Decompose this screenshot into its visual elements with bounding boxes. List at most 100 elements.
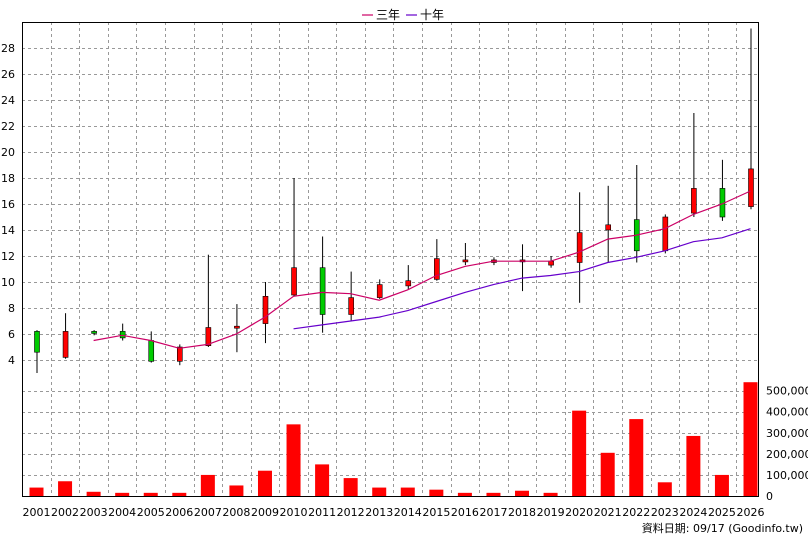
- x-tick-label: 2006: [165, 506, 193, 519]
- x-tick-label: 2017: [479, 506, 507, 519]
- price-tick-label: 6: [8, 328, 15, 341]
- volume-tick-label: 100,000: [766, 469, 808, 482]
- candle-body: [119, 331, 126, 339]
- x-tick-label: 2020: [565, 506, 593, 519]
- volume-bar: [172, 492, 187, 496]
- volume-bar: [257, 470, 272, 496]
- x-tick-label: 2008: [222, 506, 250, 519]
- x-tick-label: 2025: [708, 506, 736, 519]
- ma3-line: [93, 190, 751, 349]
- price-axis: 4 6 8 10 12 14 16 18 20 22 24 26 28: [1, 42, 15, 367]
- x-tick-label: 2014: [394, 506, 422, 519]
- x-tick-label: 2018: [508, 506, 536, 519]
- candle-body: [205, 327, 212, 347]
- volume-bar: [486, 492, 501, 496]
- volume-tick-label: 300,000: [766, 427, 808, 440]
- price-tick-label: 4: [8, 354, 15, 367]
- candle-body: [462, 259, 469, 263]
- volume-bar: [743, 382, 758, 496]
- moving-averages: [93, 190, 751, 349]
- x-tick-label: 2024: [679, 506, 707, 519]
- price-tick-label: 20: [1, 146, 15, 159]
- volume-bar: [286, 424, 301, 496]
- candle-body: [348, 297, 354, 315]
- x-tick-label: 2019: [537, 506, 565, 519]
- price-tick-label: 18: [1, 172, 15, 185]
- volume-bar: [629, 419, 644, 496]
- candle-body: [234, 325, 240, 329]
- x-axis: 2001 2002 2003 2004 2005 2006 2007 2008 2009 2010…: [23, 506, 765, 519]
- price-tick-label: 8: [8, 302, 15, 315]
- candle-body: [34, 331, 40, 353]
- legend: 三年 十年: [362, 8, 444, 22]
- candle-body: [319, 267, 326, 315]
- x-tick-label: 2023: [651, 506, 679, 519]
- candle-body: [148, 340, 155, 362]
- x-tick-label: 2002: [51, 506, 79, 519]
- x-tick-label: 2005: [137, 506, 165, 519]
- x-tick-label: 2007: [194, 506, 222, 519]
- x-tick-label: 2016: [451, 506, 479, 519]
- volume-bar: [372, 487, 387, 496]
- volume-bar: [686, 435, 701, 496]
- price-tick-label: 24: [1, 94, 15, 107]
- volume-bar: [515, 490, 530, 496]
- volume-bar: [429, 489, 444, 496]
- volume-bar: [86, 491, 101, 496]
- plot-frame: [22, 22, 759, 497]
- candle-body: [434, 258, 440, 280]
- x-tick-label: 2021: [594, 506, 622, 519]
- volume-axis: 0 100,000 200,000 300,000 400,000 500,000: [766, 385, 808, 503]
- candle-body: [691, 188, 697, 214]
- x-tick-label: 2001: [23, 506, 51, 519]
- ma10-line: [293, 228, 751, 330]
- volume-bar: [543, 492, 558, 496]
- candle-body: [177, 346, 183, 362]
- volume-tick-label: 400,000: [766, 406, 808, 419]
- price-tick-label: 16: [1, 198, 15, 211]
- volume-bar: [343, 478, 358, 496]
- x-tick-label: 2013: [365, 506, 393, 519]
- volume-bar: [200, 474, 215, 496]
- candle-body: [605, 224, 612, 231]
- candle-body: [576, 232, 583, 263]
- x-tick-label: 2004: [108, 506, 136, 519]
- volume-bar: [572, 410, 587, 496]
- candle-body: [662, 216, 669, 252]
- candle-body: [91, 331, 97, 334]
- x-tick-label: 2003: [80, 506, 108, 519]
- volume-bar: [657, 482, 672, 496]
- volume-tick-label: 500,000: [766, 385, 808, 398]
- volume-tick-label: 200,000: [766, 448, 808, 461]
- x-tick-label: 2012: [337, 506, 365, 519]
- legend-ma3-label: 三年: [376, 8, 400, 22]
- volume-bar: [58, 481, 73, 496]
- source-note: 資料日期: 09/17 (Goodinfo.tw): [642, 521, 803, 535]
- price-tick-label: 14: [1, 224, 15, 237]
- volume-bar: [457, 492, 472, 496]
- x-tick-label: 2011: [308, 506, 336, 519]
- price-tick-label: 26: [1, 68, 15, 81]
- candle-body: [376, 284, 383, 298]
- volume-bar: [229, 485, 244, 496]
- x-tick-label: 2015: [422, 506, 450, 519]
- x-tick-label: 2009: [251, 506, 279, 519]
- x-tick-label: 2010: [280, 506, 308, 519]
- price-tick-label: 22: [1, 120, 15, 133]
- volume-bar: [315, 464, 330, 496]
- grid: [22, 22, 758, 496]
- volume-tick-label: 0: [766, 490, 773, 503]
- candle-body: [291, 267, 297, 296]
- volume-bar: [600, 452, 615, 496]
- price-tick-label: 28: [1, 42, 15, 55]
- volume-bar: [143, 492, 158, 496]
- candle-body: [62, 331, 69, 358]
- candles: [34, 28, 754, 373]
- price-tick-label: 10: [1, 276, 15, 289]
- volume-bar: [714, 474, 729, 496]
- candle-body: [262, 295, 269, 324]
- candle-body: [748, 168, 754, 207]
- volume-bar: [29, 487, 44, 496]
- x-tick-label: 2022: [622, 506, 650, 519]
